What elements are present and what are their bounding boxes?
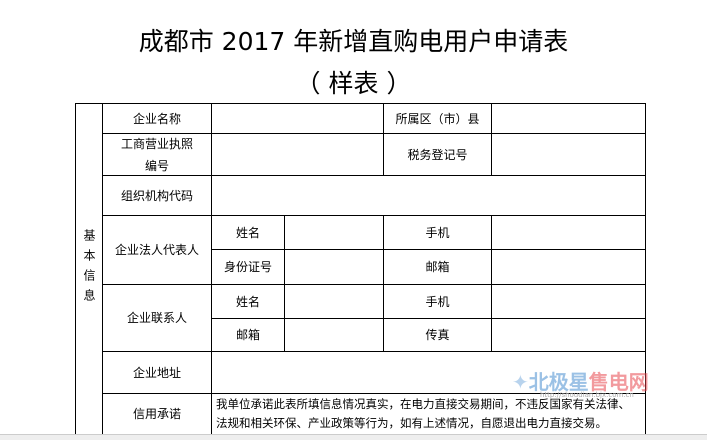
label-contact-mobile: 手机	[383, 284, 492, 319]
contact-email-field[interactable]	[284, 318, 384, 352]
contact-mobile-field[interactable]	[491, 284, 646, 319]
form-subtitle: （ 样表 ）	[295, 69, 412, 98]
rep-mobile-field[interactable]	[491, 215, 646, 250]
watermark-logo: ✦北极星售电网	[512, 370, 649, 394]
label-rep-id: 身份证号	[211, 249, 285, 285]
district-field[interactable]	[491, 103, 646, 134]
license-field[interactable]	[211, 133, 384, 176]
credit-commitment-text: 我单位承诺此表所填信息情况真实，在电力直接交易期间，不违反国家有关法律、法规和相…	[211, 393, 646, 435]
label-license: 工商营业执照编号	[102, 133, 212, 176]
label-rep-mobile: 手机	[383, 215, 492, 250]
watermark-url: http://shoudian.bjx.com.cn	[540, 391, 634, 399]
label-company-name: 企业名称	[102, 103, 212, 134]
horizontal-scrollbar[interactable]	[0, 434, 707, 440]
label-rep-mailbox: 邮箱	[383, 249, 492, 285]
org-code-field[interactable]	[211, 175, 646, 216]
label-contact-fax: 传真	[383, 318, 492, 352]
label-district: 所属区（市）县	[383, 103, 492, 134]
rep-name-field[interactable]	[284, 215, 384, 250]
contact-name-field[interactable]	[284, 284, 384, 319]
label-contact-name: 姓名	[211, 284, 285, 319]
label-contact-email: 邮箱	[211, 318, 285, 352]
rep-id-field[interactable]	[284, 249, 384, 285]
company-name-field[interactable]	[211, 103, 384, 134]
label-org-code: 组织机构代码	[102, 175, 212, 216]
label-credit: 信用承诺	[102, 393, 212, 435]
label-address: 企业地址	[102, 351, 212, 394]
label-legal-rep: 企业法人代表人	[102, 215, 212, 285]
form-title: 成都市 2017 年新增直购电用户申请表	[138, 27, 569, 56]
contact-fax-field[interactable]	[491, 318, 646, 352]
label-rep-name: 姓名	[211, 215, 285, 250]
section-label: 基本信息	[82, 229, 96, 309]
tax-field[interactable]	[491, 133, 646, 176]
label-tax: 税务登记号	[383, 133, 492, 176]
label-contact: 企业联系人	[102, 284, 212, 352]
rep-mailbox-field[interactable]	[491, 249, 646, 285]
